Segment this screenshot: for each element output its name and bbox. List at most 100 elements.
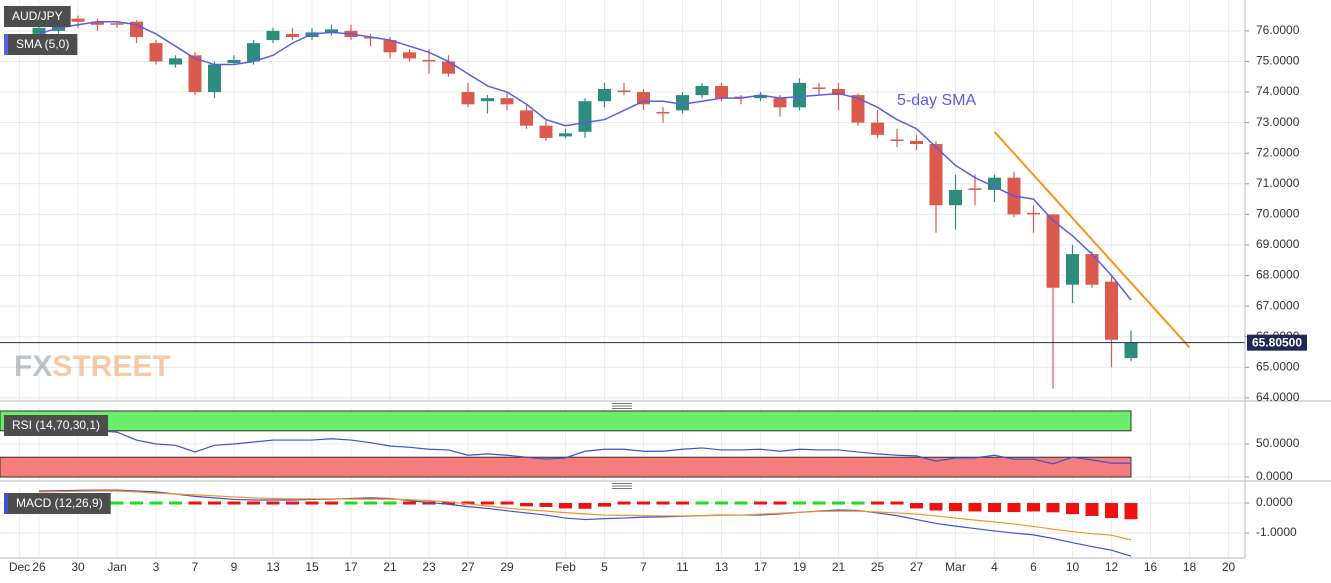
candle-body bbox=[71, 18, 85, 22]
histogram-bar bbox=[734, 501, 748, 505]
x-tick-label: Dec bbox=[9, 560, 30, 574]
candle-body bbox=[1085, 254, 1099, 285]
y-tick-label: 70.0000 bbox=[1256, 207, 1300, 221]
y-tick-label: 0.0000 bbox=[1256, 495, 1293, 509]
x-tick-label: 21 bbox=[383, 560, 397, 574]
candle-body bbox=[656, 111, 670, 114]
histogram-bar bbox=[461, 501, 475, 505]
rsi-line bbox=[38, 429, 1131, 465]
macd-line bbox=[38, 490, 1132, 541]
legend-box bbox=[4, 493, 111, 514]
last-price-box bbox=[1247, 334, 1307, 351]
candle-body bbox=[208, 64, 221, 93]
histogram-bar bbox=[539, 503, 553, 507]
candle-body bbox=[110, 23, 124, 25]
candle-body bbox=[617, 90, 631, 93]
candle-body bbox=[890, 139, 904, 141]
histogram-bar bbox=[871, 501, 884, 505]
x-tick-label: 13 bbox=[266, 560, 280, 574]
histogram-bar bbox=[754, 501, 767, 505]
histogram-bar bbox=[266, 501, 280, 505]
x-tick-label: 25 bbox=[871, 560, 885, 574]
histogram-bar bbox=[383, 501, 397, 505]
candle-body bbox=[383, 40, 397, 53]
x-tick-label: 15 bbox=[305, 560, 319, 574]
y-tick-label: -1.0000 bbox=[1256, 525, 1297, 539]
candle-body bbox=[286, 33, 299, 38]
y-tick-label: 67.0000 bbox=[1256, 298, 1300, 312]
histogram-bar bbox=[656, 501, 670, 505]
histogram-bar bbox=[578, 503, 592, 509]
label-layer: Dec 26 30 Jan 3 7 9 13 15 17 21 23 27 29 Feb 5 7 11 13 17 19… bbox=[4, 6, 1307, 574]
histogram-bar bbox=[617, 501, 631, 505]
annotation: 5-day SMA bbox=[897, 92, 976, 109]
histogram-bar bbox=[949, 503, 962, 512]
histogram-bar bbox=[676, 501, 689, 505]
x-tick-label: 9 bbox=[231, 560, 238, 574]
histogram-bar bbox=[910, 503, 923, 509]
candle-body bbox=[91, 21, 104, 25]
x-tick-label: 5 bbox=[601, 560, 608, 574]
candle-body bbox=[32, 27, 46, 34]
legend-swatch bbox=[4, 493, 8, 514]
x-tick-label: 7 bbox=[640, 560, 647, 574]
candle-body bbox=[734, 96, 748, 99]
y-tick-label: 71.0000 bbox=[1256, 176, 1300, 190]
x-tick-label: 21 bbox=[832, 560, 846, 574]
candle-body bbox=[1105, 281, 1118, 340]
candle-body bbox=[1124, 342, 1138, 359]
histogram-bar bbox=[715, 501, 728, 505]
x-tick-label: 30 bbox=[71, 560, 85, 574]
histogram-bar bbox=[773, 501, 787, 505]
candle-body bbox=[1046, 214, 1060, 288]
x-tick-label: 16 bbox=[1144, 560, 1158, 574]
x-tick-label: 4 bbox=[991, 560, 998, 574]
candle-body bbox=[325, 29, 338, 33]
band bbox=[0, 410, 1132, 432]
candle-body bbox=[266, 30, 280, 41]
histogram-bar bbox=[812, 501, 826, 505]
histogram-bar bbox=[1105, 503, 1118, 519]
candle-body bbox=[715, 85, 728, 99]
histogram-bar bbox=[403, 501, 416, 505]
candle-body bbox=[442, 61, 455, 74]
mark-layer bbox=[0, 15, 1245, 557]
x-tick-label: 10 bbox=[1066, 560, 1080, 574]
x-tick-label: 26 bbox=[32, 560, 46, 574]
histogram-bar bbox=[325, 501, 338, 505]
histogram-bar bbox=[208, 501, 221, 505]
histogram-bar bbox=[169, 501, 182, 505]
legend-text: SMA (5,0) bbox=[16, 37, 69, 51]
band bbox=[0, 456, 1132, 478]
candle-body bbox=[598, 88, 611, 102]
x-tick-label: 27 bbox=[461, 560, 475, 574]
watermark-part: FX bbox=[14, 350, 52, 383]
y-tick-label: 76.0000 bbox=[1256, 23, 1300, 37]
candle-body bbox=[910, 140, 923, 145]
y-tick-label: 73.0000 bbox=[1256, 115, 1300, 129]
y-tick-label: 68.0000 bbox=[1256, 268, 1300, 282]
sma-line bbox=[38, 20, 1132, 301]
histogram-bar bbox=[832, 501, 845, 505]
candle-body bbox=[988, 177, 1001, 190]
histogram-bar bbox=[637, 501, 650, 505]
x-tick-label: 7 bbox=[192, 560, 199, 574]
candle-body bbox=[1066, 254, 1079, 285]
candle-body bbox=[247, 43, 260, 62]
candle-body bbox=[149, 43, 163, 62]
histogram-bar bbox=[500, 501, 514, 505]
y-tick-label: 0.0000 bbox=[1256, 469, 1293, 483]
candle-body bbox=[754, 95, 767, 99]
candle-body bbox=[422, 59, 436, 62]
x-tick-label: 6 bbox=[1030, 560, 1037, 574]
candle-body bbox=[773, 98, 787, 108]
histogram-bar bbox=[110, 501, 124, 505]
candle-body bbox=[812, 87, 826, 89]
candle-body bbox=[793, 82, 806, 108]
histogram-bar bbox=[130, 501, 143, 505]
histogram-bar bbox=[344, 501, 358, 505]
candle-body bbox=[695, 85, 709, 96]
candle-body bbox=[637, 92, 650, 105]
x-tick-label: Mar bbox=[945, 560, 966, 574]
